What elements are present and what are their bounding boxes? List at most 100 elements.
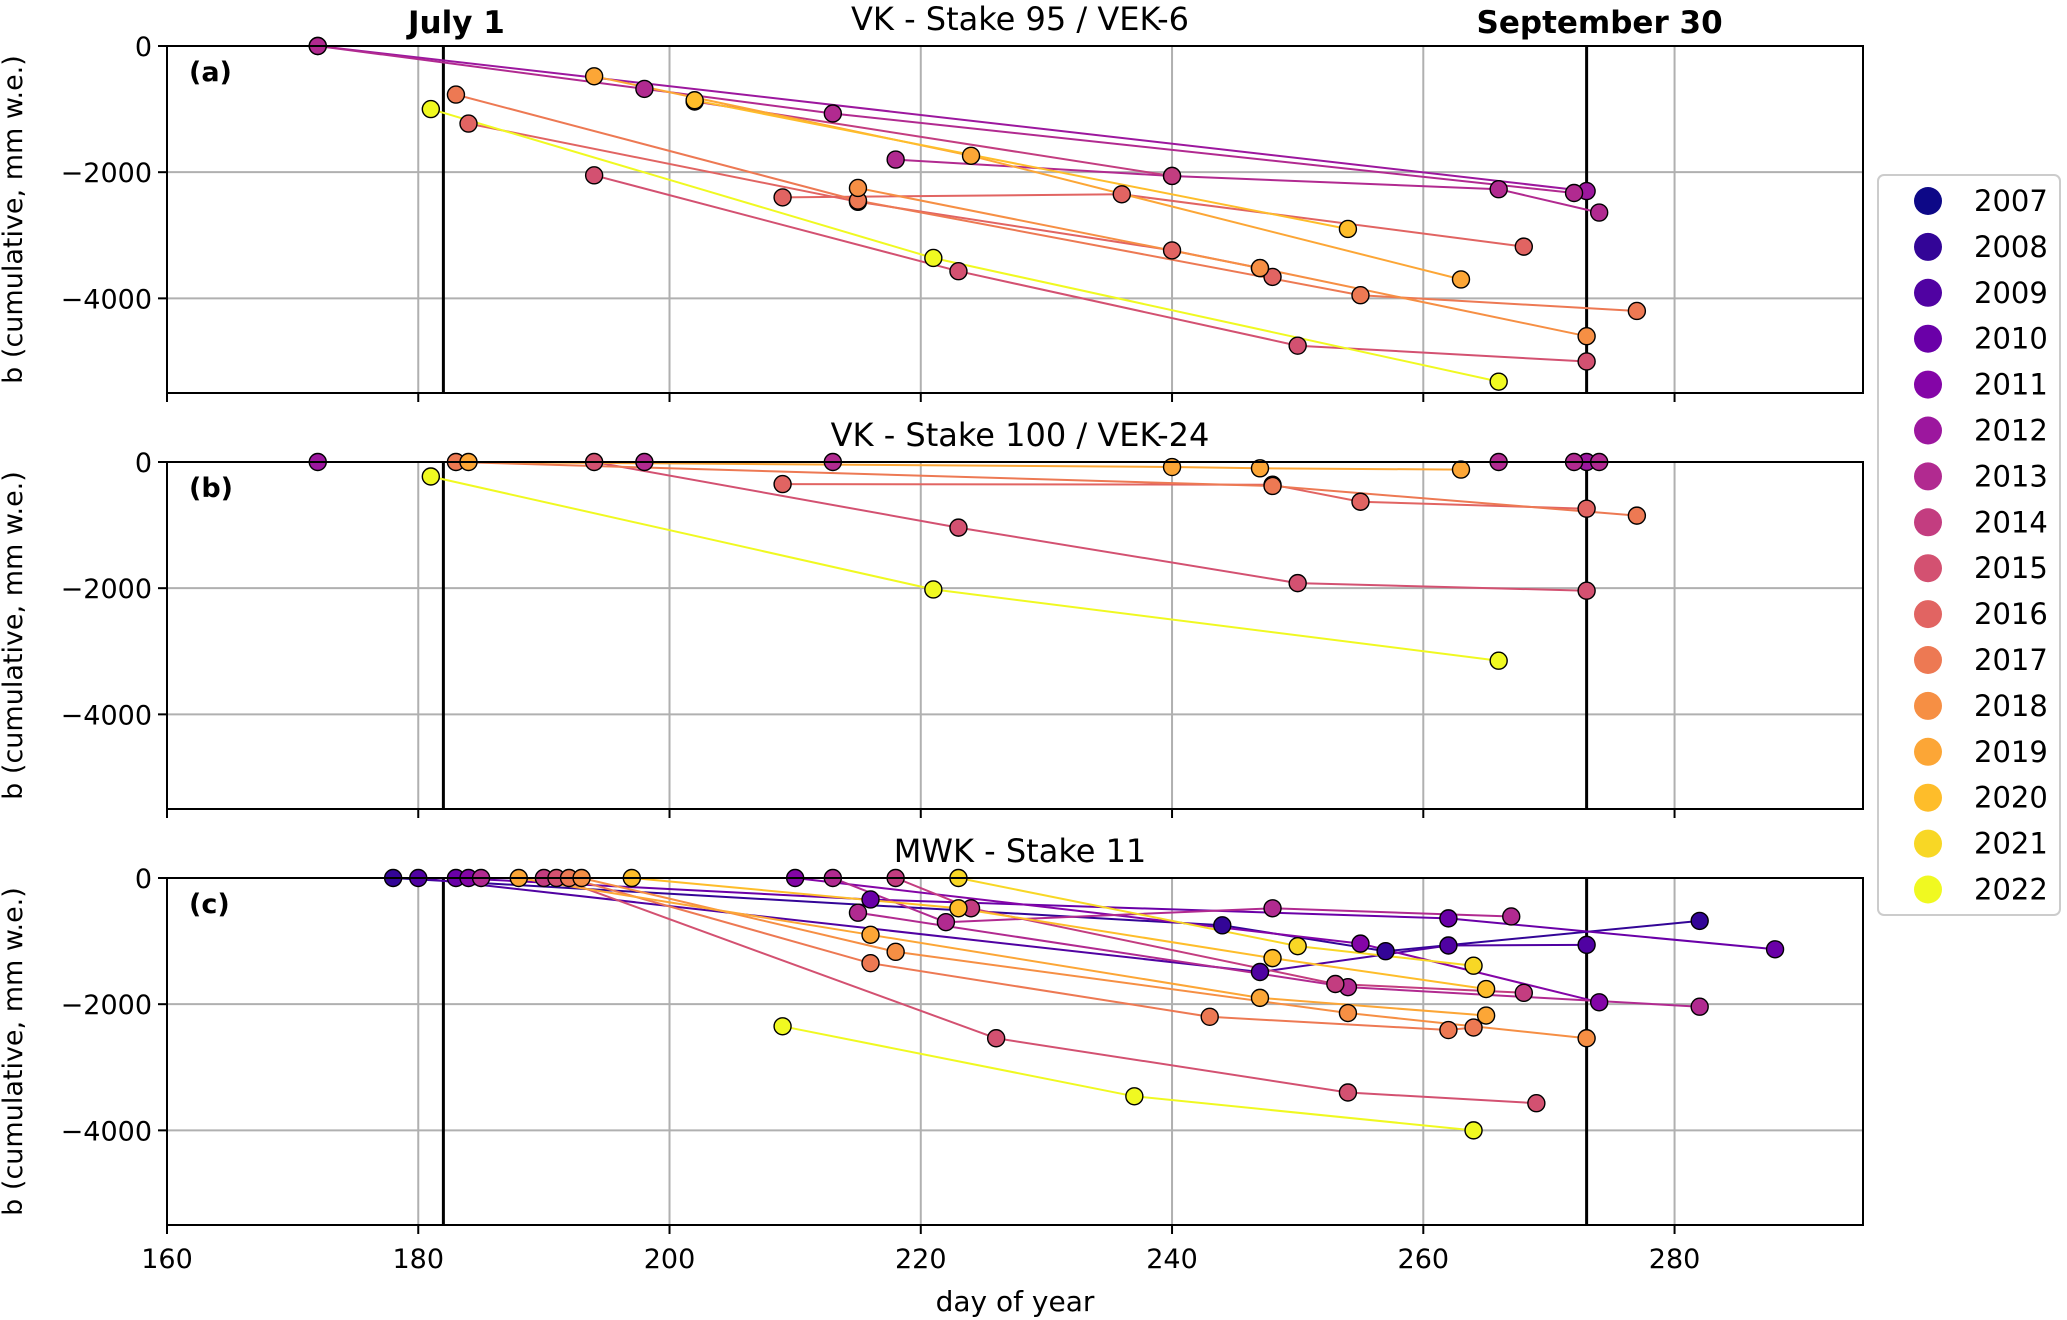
x-tick-label-180: 180 [392, 1244, 444, 1275]
data-point-2014-6-4 [1514, 983, 1534, 1003]
data-point-2011-3-3 [1589, 993, 1609, 1012]
data-point-2018-9-1 [886, 942, 905, 962]
data-point-2015-2-3 [1577, 581, 1596, 600]
legend-label-2014: 2014 [1974, 505, 2048, 539]
series-group [308, 36, 1647, 391]
data-point-2019-5-3 [1451, 460, 1471, 479]
data-point-2019-5-2 [1250, 459, 1270, 478]
y-axis-label: b (cumulative, mm w.e.) [0, 471, 29, 800]
data-point-2022-11-0 [421, 99, 441, 119]
data-point-2017-4-1 [1263, 476, 1282, 496]
data-point-2017-7-3 [1627, 301, 1647, 321]
legend-label-2010: 2010 [1974, 322, 2048, 356]
data-point-2019-10-1 [861, 925, 880, 944]
legend-marker-2010 [1914, 324, 1942, 353]
legend-marker-2007 [1914, 187, 1942, 215]
data-point-2013-5-2 [1690, 997, 1709, 1016]
data-point-2016-6-0 [459, 114, 478, 133]
y-tick-label--2000: −2000 [61, 574, 152, 605]
legend-marker-2008 [1914, 232, 1942, 261]
data-point-2022-6-0 [421, 467, 441, 486]
y-tick-label-0: 0 [135, 864, 152, 895]
data-point-2010-2-3 [1765, 940, 1785, 959]
series-line-2017-8 [568, 877, 1474, 1032]
panel-label: (c) [189, 889, 230, 920]
data-point-2020-10-0 [685, 91, 704, 110]
data-point-2016-5-0 [773, 188, 792, 207]
panel-title: MWK - Stake 11 [894, 832, 1147, 870]
legend-label-2016: 2016 [1974, 597, 2048, 631]
data-point-2022-13-2 [1464, 1121, 1483, 1140]
legend-label-2012: 2012 [1974, 414, 2048, 448]
data-point-2016-5-1 [1112, 185, 1131, 204]
series-line-2015-4 [593, 174, 1587, 363]
data-point-2009-1-3 [1577, 935, 1596, 955]
data-point-2015-7-2 [1338, 1083, 1358, 1102]
data-point-2013-2-3 [1589, 203, 1609, 222]
data-point-2015-7-1 [986, 1029, 1006, 1048]
data-point-2020-11-2 [1263, 948, 1282, 968]
legend-label-2021: 2021 [1974, 827, 2048, 861]
legend-marker-2011 [1914, 370, 1942, 399]
legend-marker-2018 [1914, 691, 1942, 720]
legend-marker-2016 [1914, 600, 1942, 629]
data-point-2015-7-3 [1527, 1094, 1546, 1113]
x-tick-label-200: 200 [644, 1244, 696, 1275]
data-point-2013-1-3 [1564, 183, 1584, 203]
panel-title: VK - Stake 95 / VEK-6 [851, 0, 1189, 38]
data-point-2020-11-1 [949, 899, 968, 918]
legend-label-2020: 2020 [1974, 781, 2048, 815]
data-point-2022-6-1 [924, 580, 943, 599]
series-line-2012-0 [317, 45, 1587, 193]
data-point-2013-4-4 [1502, 907, 1521, 926]
data-point-2021-12-1 [1288, 936, 1307, 956]
data-point-2022-6-2 [1489, 651, 1508, 670]
data-point-2016-3-3 [1577, 499, 1596, 518]
panel-a: 0 −2000 −4000 VK - Stake 95 / VEK-6 (a) b (cu… [0, 0, 1864, 402]
legend-label-2018: 2018 [1974, 689, 2048, 723]
data-point-2016-3-2 [1351, 492, 1370, 511]
panel-title: VK - Stake 100 / VEK-24 [831, 416, 1210, 454]
legend-marker-2022 [1914, 875, 1942, 904]
data-point-2015-4-1 [949, 262, 968, 281]
legend-box [1877, 174, 2061, 916]
data-point-2017-4-2 [1627, 506, 1647, 525]
panel-c: 0 −2000 −4000 MWK - Stake 11 (c) b (cumulativ… [0, 832, 1864, 1318]
data-point-2010-2-2 [1439, 909, 1458, 928]
data-point-2017-8-2 [1200, 1007, 1219, 1026]
data-point-2016-6-2 [1162, 241, 1182, 260]
data-point-2017-8-4 [1464, 1018, 1483, 1037]
y-tick-label-0: 0 [135, 32, 152, 63]
series-line-2008-0 [393, 877, 1700, 953]
data-point-2022-13-0 [773, 1017, 792, 1036]
legend-label-2009: 2009 [1974, 276, 2048, 310]
data-point-2018-8-2 [1577, 327, 1596, 346]
y-tick-label--2000: −2000 [61, 158, 152, 189]
data-point-2015-2-1 [949, 518, 968, 537]
data-point-2014-3-1 [1162, 166, 1182, 186]
data-point-2008-0-2 [1376, 941, 1395, 961]
data-point-2013-1-2 [823, 104, 843, 123]
data-point-2008-0-3 [1690, 911, 1709, 931]
legend-marker-2009 [1914, 278, 1942, 307]
data-point-2018-9-3 [1577, 1029, 1596, 1048]
series-line-2017-7 [455, 93, 1637, 312]
data-point-2017-8-3 [1439, 1020, 1458, 1040]
data-point-2017-7-2 [1351, 286, 1370, 305]
y-tick-label--4000: −4000 [61, 284, 152, 315]
y-tick-label--2000: −2000 [61, 990, 152, 1021]
legend-label-2017: 2017 [1974, 643, 2048, 677]
series-line-2018-9 [581, 877, 1587, 1040]
data-point-2015-4-2 [1288, 336, 1307, 355]
data-point-2019-10-2 [1250, 988, 1270, 1008]
y-tick-label--4000: −4000 [61, 1116, 152, 1147]
legend: 2007 2008 2009 2010 2011 2012 2013 2014 2015 2016… [1877, 174, 2061, 916]
x-tick-label-280: 280 [1649, 1244, 1701, 1275]
data-point-2019-10-3 [1476, 1006, 1496, 1025]
x-tick-label-260: 260 [1398, 1244, 1450, 1275]
data-point-2018-8-1 [1250, 258, 1270, 278]
data-point-2022-11-2 [1489, 372, 1508, 391]
series-line-2015-2 [593, 461, 1587, 592]
data-point-2011-3-2 [1351, 934, 1370, 953]
